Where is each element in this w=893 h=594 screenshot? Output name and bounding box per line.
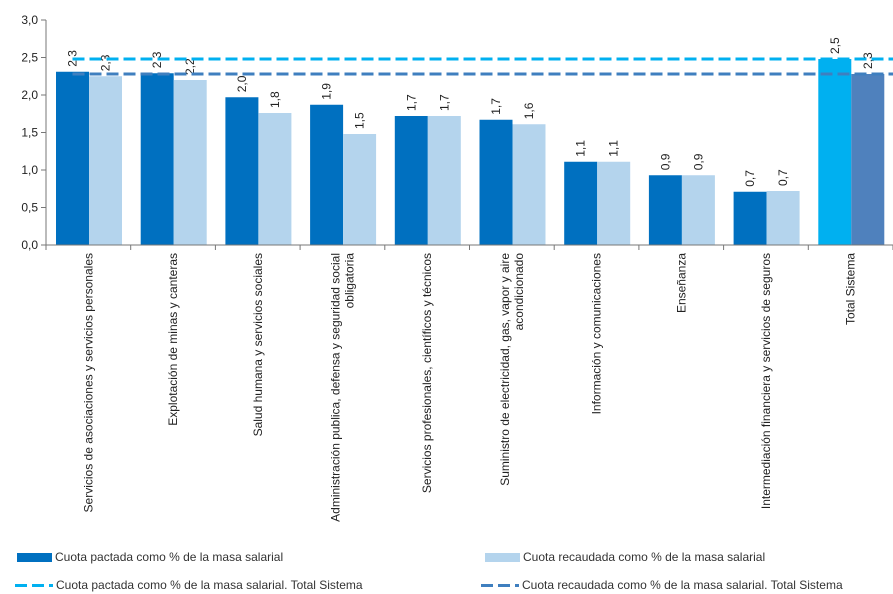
data-label: 0,7 xyxy=(743,170,757,187)
data-label: 0,9 xyxy=(691,153,705,170)
x-category-label: Total Sistema xyxy=(844,253,858,325)
data-label: 1,7 xyxy=(437,94,451,111)
bar-recaudada xyxy=(89,76,122,245)
y-tick-label: 2,5 xyxy=(21,51,38,65)
x-category-label: Información y comunicaciones xyxy=(590,253,604,414)
legend-label-pactada: Cuota pactada como % de la masa salarial xyxy=(55,550,284,564)
data-label: 1,1 xyxy=(607,140,621,157)
bar-pactada xyxy=(479,119,513,245)
y-tick-label: 3,0 xyxy=(21,13,38,27)
legend-item-recaudada: Cuota recaudada como % de la masa salari… xyxy=(485,550,765,564)
bar-pactada xyxy=(818,59,852,245)
legend-swatch-recaudada xyxy=(485,552,520,562)
bar-recaudada xyxy=(512,124,546,245)
data-label: 2,3 xyxy=(861,52,875,69)
x-category-label-line: Total Sistema xyxy=(844,253,858,325)
y-tick-label: 0,5 xyxy=(21,201,38,215)
x-category-label: Suministro de electricidad, gas, vapor y… xyxy=(498,253,526,486)
legend-swatch-pactada xyxy=(17,552,52,562)
x-category-label-line: Explotación de minas y canteras xyxy=(166,253,180,426)
data-label: 2,5 xyxy=(828,37,842,54)
bar-pactada xyxy=(56,71,89,245)
x-category-label: Servicios de asociaciones y servicios pe… xyxy=(81,253,95,512)
legend-swatch-pactada-total xyxy=(15,583,53,587)
x-category-label-line: acondicionado xyxy=(512,253,526,331)
bar-recaudada xyxy=(766,191,800,245)
x-category-label-line: Enseñanza xyxy=(674,253,688,313)
legend-label-recaudada: Cuota recaudada como % de la masa salari… xyxy=(523,550,766,564)
x-category-label-line: Suministro de electricidad, gas, vapor y… xyxy=(498,253,512,486)
legend-label-pactada-total: Cuota pactada como % de la masa salarial… xyxy=(56,578,363,592)
bar-recaudada xyxy=(173,80,207,245)
y-tick-label: 1,5 xyxy=(21,126,38,140)
bar-pactada xyxy=(648,175,682,245)
data-label: 1,1 xyxy=(574,140,588,157)
x-category-label-line: Salud humana y servicios sociales xyxy=(251,253,265,436)
bar-recaudada xyxy=(343,134,377,245)
data-label: 1,5 xyxy=(353,112,367,129)
bar-recaudada xyxy=(681,175,715,245)
data-label: 1,9 xyxy=(320,83,334,100)
data-label: 2,2 xyxy=(183,58,197,75)
x-category-label-line: Información y comunicaciones xyxy=(590,253,604,414)
data-label: 2,3 xyxy=(150,51,164,68)
data-label: 1,7 xyxy=(404,94,418,111)
x-category-label-line: Intermediación financiera y servicios de… xyxy=(759,253,773,509)
y-tick-label: 2,0 xyxy=(21,88,38,102)
y-tick-label: 1,0 xyxy=(21,163,38,177)
legend-label-recaudada-total: Cuota recaudada como % de la masa salari… xyxy=(522,578,843,592)
bar-recaudada xyxy=(851,74,885,245)
x-category-label: Explotación de minas y canteras xyxy=(166,253,180,426)
bar-pactada xyxy=(310,104,344,245)
x-category-label-line: Administración publica, defensa y seguri… xyxy=(328,253,342,522)
data-label: 1,8 xyxy=(268,91,282,108)
x-category-label-line: Servicios de asociaciones y servicios pe… xyxy=(81,253,95,512)
legend-item-pactada: Cuota pactada como % de la masa salarial xyxy=(17,550,283,564)
x-category-label: Salud humana y servicios sociales xyxy=(251,253,265,436)
legend-item-recaudada-total: Cuota recaudada como % de la masa salari… xyxy=(481,578,843,592)
bar-recaudada xyxy=(427,116,461,245)
bar-pactada xyxy=(394,116,428,245)
x-category-label: Servicios profesionales, científicos y t… xyxy=(420,253,434,493)
data-label: 2,0 xyxy=(235,75,249,92)
x-category-label: Administración publica, defensa y seguri… xyxy=(328,253,356,522)
x-category-label: Enseñanza xyxy=(674,253,688,313)
bar-recaudada xyxy=(597,161,631,245)
legend-swatch-recaudada-total xyxy=(481,583,519,587)
data-label: 2,3 xyxy=(99,54,113,71)
data-label: 1,6 xyxy=(522,102,536,119)
x-category-label-line: obligatoria xyxy=(342,253,356,309)
x-category-label-line: Servicios profesionales, científicos y t… xyxy=(420,253,434,493)
bar-pactada xyxy=(564,161,598,245)
bar-recaudada xyxy=(258,113,292,245)
legend-item-pactada-total: Cuota pactada como % de la masa salarial… xyxy=(15,578,363,592)
y-tick-label: 0,0 xyxy=(21,238,38,252)
bar-pactada xyxy=(733,191,767,245)
x-category-label: Intermediación financiera y servicios de… xyxy=(759,253,773,509)
data-label: 1,7 xyxy=(489,98,503,115)
bar-pactada xyxy=(140,73,174,245)
bar-pactada xyxy=(225,97,259,245)
data-label: 0,9 xyxy=(658,153,672,170)
data-label: 0,7 xyxy=(776,169,790,186)
